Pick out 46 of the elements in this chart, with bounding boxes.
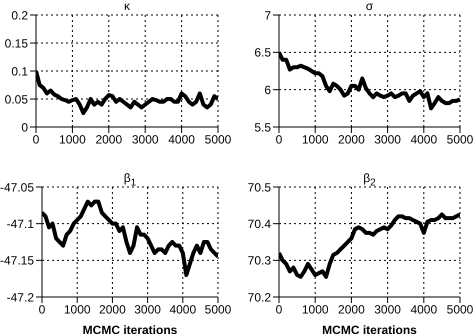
x-tick-label: 2000 <box>338 132 366 147</box>
x-tick-label: 1000 <box>302 302 329 317</box>
y-tick-label: 0.1 <box>11 64 28 78</box>
x-tick-label: 2000 <box>95 132 122 147</box>
y-tick-label: 0.15 <box>4 36 28 50</box>
y-tick-label: 6.5 <box>254 46 272 60</box>
x-tick-label: 3000 <box>374 302 402 317</box>
x-tick-label: 0 <box>38 302 46 317</box>
y-tick-label: 0 <box>21 120 28 134</box>
y-tick-label: 70.3 <box>248 254 272 268</box>
x-tick-label: 5000 <box>446 302 474 317</box>
x-tick-label: 4000 <box>168 132 196 147</box>
x-tick-label: 3000 <box>132 132 159 147</box>
x-tick-label: 1000 <box>64 302 91 317</box>
y-tick-label: 6 <box>264 82 272 97</box>
x-tick-label: 0 <box>276 132 283 147</box>
x-tick-label: 5000 <box>204 132 232 147</box>
y-tick-label: -47.05 <box>0 180 34 194</box>
x-tick-label: 5000 <box>204 302 232 317</box>
x-tick-label: 4000 <box>410 302 438 317</box>
y-tick-label: 5.5 <box>254 120 272 134</box>
x-tick-label: 4000 <box>410 132 438 147</box>
y-tick-label: -47.1 <box>6 216 34 231</box>
x-tick-label: 3000 <box>374 132 402 147</box>
x-tick-label: 1000 <box>302 132 329 147</box>
chart-title: κ <box>123 0 131 13</box>
x-tick-label: 2000 <box>338 302 366 317</box>
y-tick-label: -47.15 <box>0 254 34 268</box>
chart-title: β$_{2}$ <box>362 171 377 190</box>
y-tick-label: -47.2 <box>6 290 34 304</box>
x-tick-label: 2000 <box>99 302 126 317</box>
x-tick-label: 0 <box>276 302 283 317</box>
x-tick-label: 5000 <box>446 132 474 147</box>
x-tick-label: 3000 <box>134 302 162 317</box>
y-tick-label: 70.2 <box>248 290 272 304</box>
x-tick-label: 1000 <box>59 132 86 147</box>
x-tick-label: 4000 <box>169 302 196 317</box>
y-tick-label: 70.5 <box>248 180 272 194</box>
chart-title: β$_{1}$ <box>122 171 138 190</box>
y-tick-label: 7 <box>264 8 272 22</box>
y-tick-label: 70.4 <box>248 216 272 231</box>
x-axis-title: MCMC iterations <box>82 323 178 334</box>
y-tick-label: 0.05 <box>4 92 28 106</box>
x-axis-title: MCMC iterations <box>322 323 418 334</box>
y-tick-label: 0.2 <box>11 8 28 22</box>
chart-title: σ <box>364 0 374 13</box>
